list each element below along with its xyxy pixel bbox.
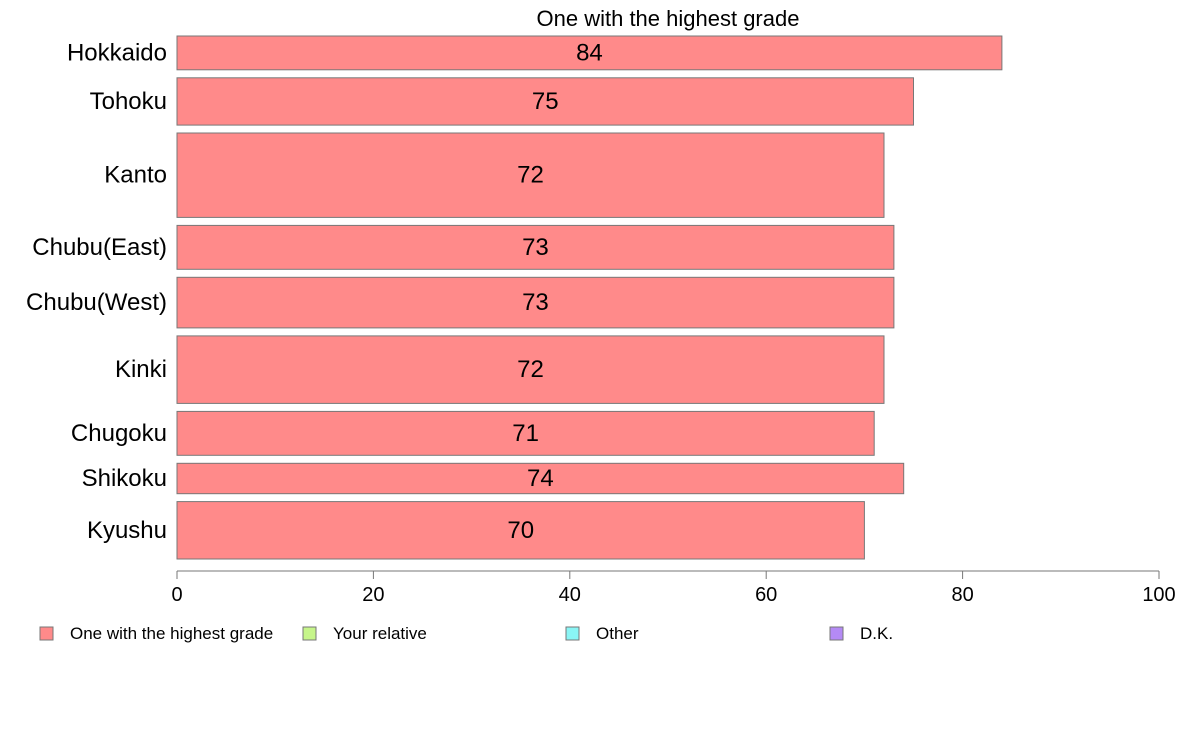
bar xyxy=(176,335,885,404)
x-tick-label: 100 xyxy=(1142,584,1175,606)
x-tick-label: 60 xyxy=(755,584,777,606)
bar xyxy=(176,410,875,456)
category-label: Kanto xyxy=(104,162,167,189)
category-label: Chubu(East) xyxy=(32,234,167,261)
x-tick-label: 0 xyxy=(171,584,182,606)
x-tick-label: 80 xyxy=(951,584,973,606)
legend-swatch xyxy=(39,626,54,641)
value-label: 72 xyxy=(517,162,544,189)
value-label: 75 xyxy=(532,88,559,115)
bar xyxy=(176,132,885,218)
legend: One with the highest grade Your relative O… xyxy=(39,624,893,643)
legend-swatch xyxy=(565,626,580,641)
legend-swatch xyxy=(302,626,317,641)
legend-swatch xyxy=(829,626,844,641)
legend-label: Your relative xyxy=(333,624,427,643)
category-label: Chugoku xyxy=(71,420,167,447)
bar xyxy=(176,276,895,329)
bar xyxy=(176,224,895,270)
value-label: 70 xyxy=(507,517,534,544)
bar xyxy=(176,35,1003,71)
chart-title: One with the highest grade xyxy=(537,6,800,31)
x-tick-label: 40 xyxy=(559,584,581,606)
category-label: Tohoku xyxy=(90,88,167,115)
value-label: 74 xyxy=(527,465,554,492)
value-label: 73 xyxy=(522,289,549,316)
bar xyxy=(176,77,914,126)
value-label: 73 xyxy=(522,234,549,261)
x-axis: 0 20 40 60 80 100 xyxy=(171,570,1176,606)
value-label: 72 xyxy=(517,356,544,383)
bar xyxy=(176,501,865,560)
value-label: 84 xyxy=(576,39,603,66)
legend-label: One with the highest grade xyxy=(70,624,273,643)
value-label: 71 xyxy=(512,420,539,447)
x-tick-label: 20 xyxy=(362,584,384,606)
category-label: Kinki xyxy=(115,356,167,383)
category-label: Chubu(West) xyxy=(26,289,167,316)
bar-group: Hokkaido 84 Tohoku 75 Kanto 72 Chubu(East) 73 Ch… xyxy=(26,35,1003,560)
category-label: Hokkaido xyxy=(67,39,167,66)
legend-label: Other xyxy=(596,624,639,643)
bar xyxy=(176,462,905,495)
legend-label: D.K. xyxy=(860,624,893,643)
category-label: Shikoku xyxy=(82,465,167,492)
category-label: Kyushu xyxy=(87,517,167,544)
